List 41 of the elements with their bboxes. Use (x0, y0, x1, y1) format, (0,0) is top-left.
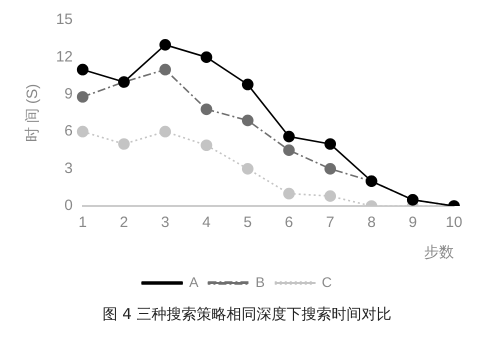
y-axis-title: 时 间 (S) (24, 84, 42, 142)
point (242, 114, 254, 126)
point (324, 163, 336, 175)
x-tick-label: 8 (367, 214, 376, 232)
x-axis-title: 步数 (424, 244, 454, 262)
legend-label: C (322, 274, 332, 290)
point (200, 51, 212, 63)
point (200, 139, 212, 152)
point (324, 138, 336, 150)
point (76, 126, 88, 138)
point (118, 138, 130, 150)
x-tick-label: 2 (120, 214, 128, 232)
x-tick-label: 6 (284, 214, 294, 232)
x-tick-label: 5 (244, 214, 252, 232)
y-tick-label: 0 (64, 197, 73, 214)
x-tick-label: 9 (408, 214, 417, 232)
x-tick-label: 4 (202, 214, 211, 232)
x-tick-label: 7 (326, 214, 334, 232)
point (242, 163, 254, 175)
y-tick-label: 9 (64, 86, 73, 103)
y-tick-label: 15 (56, 11, 73, 28)
point (159, 126, 171, 138)
y-tick-label: 12 (56, 48, 73, 66)
point (283, 188, 295, 200)
y-tick-label: 6 (64, 122, 73, 140)
point (283, 130, 295, 142)
point (283, 144, 295, 156)
point (76, 91, 88, 103)
point (159, 64, 171, 76)
x-tick-label: 10 (446, 214, 462, 232)
text: 图 4 三种搜索策略相同深度下搜索时间对比 (101, 305, 393, 324)
point (76, 64, 88, 76)
point (324, 190, 336, 202)
point (159, 39, 171, 51)
point (200, 103, 212, 116)
x-tick-label: 1 (78, 214, 87, 232)
y-tick-label: 3 (64, 160, 73, 177)
x-tick-label: 3 (161, 214, 170, 232)
legend-label: A (189, 274, 200, 290)
legend-label: B (255, 274, 265, 290)
point (242, 78, 254, 90)
